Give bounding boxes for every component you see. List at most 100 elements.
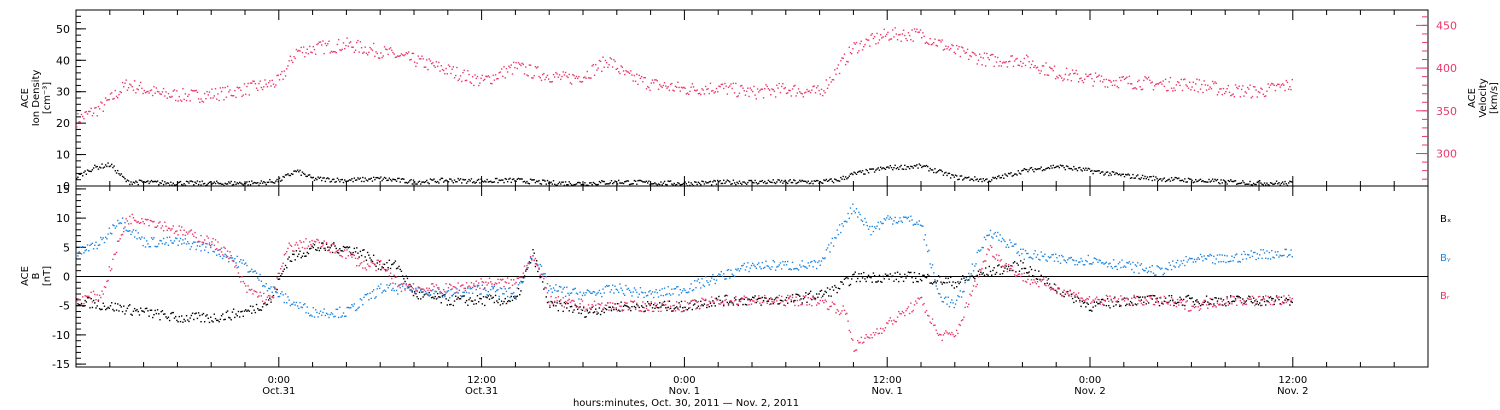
velocity-point [620, 65, 622, 67]
bx-point [133, 307, 136, 310]
bz-point [662, 301, 665, 304]
velocity-point [1090, 73, 1092, 75]
velocity-point [426, 59, 428, 61]
density-point [546, 179, 549, 182]
by-point [292, 303, 294, 305]
by-point [137, 232, 139, 234]
density-point [674, 184, 677, 186]
density-point [328, 178, 330, 180]
bz-point [779, 302, 782, 304]
bx-point [397, 267, 399, 269]
velocity-point [370, 48, 372, 50]
bz-point [222, 254, 224, 256]
velocity-point [148, 92, 150, 94]
density-point [716, 179, 719, 182]
by-point [383, 289, 386, 291]
density-point [393, 178, 395, 181]
velocity-point [362, 52, 364, 54]
bx-point [1044, 282, 1046, 285]
velocity-point [1017, 64, 1019, 66]
bx-point [860, 272, 863, 275]
density-point [196, 180, 199, 182]
by-point [1201, 256, 1203, 258]
bz-point [541, 275, 544, 277]
velocity-point [1062, 79, 1064, 82]
bx-point [832, 289, 835, 291]
velocity-point [371, 49, 374, 51]
by-point [871, 225, 873, 228]
by-point [776, 266, 778, 268]
density-point [554, 183, 556, 186]
density-point [875, 169, 877, 171]
density-point [118, 173, 120, 175]
velocity-point [1284, 89, 1286, 92]
density-point [655, 183, 657, 185]
bz-point [248, 288, 251, 291]
by-point [1135, 265, 1138, 267]
velocity-point [399, 54, 401, 57]
bz-point [174, 230, 177, 233]
density-point [896, 166, 899, 169]
bx-point [484, 304, 486, 307]
bx-point [539, 276, 541, 279]
by-point [178, 240, 181, 242]
density-point [861, 170, 864, 172]
velocity-point [452, 66, 455, 68]
by-point [289, 304, 292, 307]
bx-point [1263, 300, 1266, 303]
bx-point [1176, 301, 1179, 304]
velocity-point [319, 41, 322, 43]
bx-point [106, 307, 108, 310]
density-point [411, 183, 413, 185]
by-point [153, 237, 155, 239]
bx-point [939, 276, 941, 278]
density-point [1232, 180, 1234, 183]
bx-point [808, 292, 811, 295]
density-point [787, 182, 789, 185]
velocity-point [598, 59, 601, 62]
by-point [759, 266, 761, 268]
density-point [415, 183, 417, 185]
density-point [911, 165, 913, 168]
bz-point [302, 241, 305, 243]
bx-point [1073, 301, 1075, 304]
density-point [391, 180, 393, 182]
density-point [86, 169, 89, 171]
velocity-point [737, 95, 739, 97]
velocity-point [601, 70, 603, 73]
velocity-point [650, 82, 652, 84]
velocity-point [354, 49, 357, 51]
density-point [666, 184, 668, 186]
bz-point [859, 341, 861, 344]
bz-point [77, 298, 79, 300]
velocity-point [412, 52, 415, 55]
density-point [1145, 177, 1147, 180]
by-point [1220, 260, 1222, 263]
by-point [1067, 259, 1069, 261]
density-point [1197, 180, 1199, 182]
velocity-point [1132, 87, 1134, 90]
bx-point [1202, 303, 1204, 306]
density-point [363, 180, 365, 183]
by-point [359, 298, 362, 300]
density-point [177, 182, 179, 184]
bx-point [819, 290, 821, 292]
velocity-point [537, 66, 539, 68]
bx-point [401, 275, 404, 277]
bx-point [92, 299, 95, 302]
density-point [935, 171, 937, 174]
density-point [1153, 179, 1156, 181]
by-point [83, 252, 85, 254]
bx-point [1174, 302, 1176, 304]
bz-point [805, 295, 807, 297]
bz-point [597, 303, 599, 305]
density-point [1128, 174, 1131, 176]
bx-point [589, 311, 591, 313]
velocity-point [249, 82, 252, 84]
density-point [729, 181, 731, 183]
velocity-point [409, 59, 411, 61]
velocity-point [430, 62, 433, 65]
density-point [894, 164, 896, 167]
bx-point [480, 298, 482, 300]
